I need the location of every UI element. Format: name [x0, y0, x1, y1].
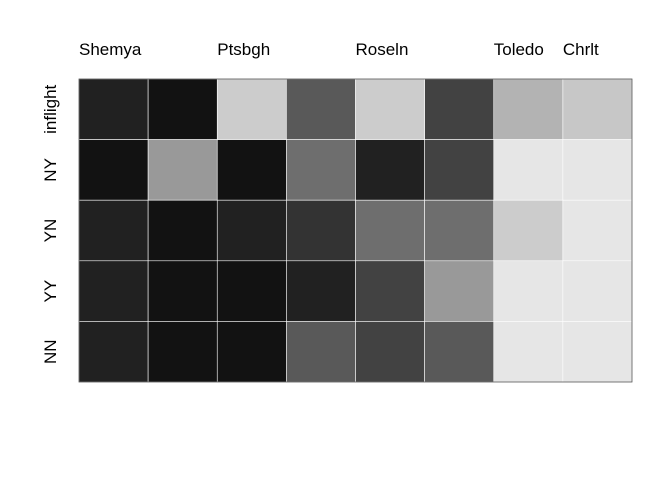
heatmap-cell-r2-c6	[493, 199, 564, 262]
heatmap-cell-r2-c3	[286, 199, 356, 262]
heatmap-cell-r4-c3	[286, 321, 356, 383]
heatmap-cell-r2-c5	[424, 199, 495, 262]
heatmap-cells	[78, 78, 633, 383]
y-tick-label: YN	[41, 219, 60, 243]
heatmap-cell-r4-c4	[355, 321, 425, 383]
x-tick-label: Shemya	[79, 40, 142, 59]
y-tick-label: YY	[41, 280, 60, 303]
heatmap-cell-r3-c1	[147, 260, 218, 322]
heatmap-cell-r0-c2	[216, 78, 287, 140]
heatmap-cell-r3-c3	[286, 260, 356, 322]
heatmap-cell-r1-c1	[147, 139, 218, 201]
heatmap-cell-r1-c0	[78, 139, 149, 201]
heatmap-cell-r1-c7	[562, 139, 633, 201]
heatmap-cell-r2-c4	[355, 199, 425, 262]
heatmap-cell-r0-c3	[286, 78, 356, 140]
heatmap-cell-r0-c0	[78, 78, 149, 140]
x-axis-labels: Shemya Ptsbgh Roseln Toledo Chrlt	[79, 40, 599, 59]
heatmap-cell-r4-c1	[147, 321, 218, 383]
heatmap-cell-r1-c3	[286, 139, 356, 201]
y-axis-labels: inflight NY YN YY NN	[41, 84, 60, 364]
heatmap-cell-r0-c7	[562, 78, 633, 140]
y-tick-label: NY	[41, 158, 60, 182]
heatmap-cell-r4-c7	[562, 321, 633, 383]
x-tick-label: Ptsbgh	[217, 40, 270, 59]
x-tick-label: Roseln	[356, 40, 409, 59]
heatmap-cell-r2-c7	[562, 199, 633, 262]
heatmap-cell-r0-c5	[424, 78, 495, 140]
y-tick-label: NN	[41, 339, 60, 364]
heatmap-cell-r0-c4	[355, 78, 425, 140]
heatmap-cell-r3-c5	[424, 260, 495, 322]
heatmap-cell-r1-c5	[424, 139, 495, 201]
heatmap-cell-r3-c6	[493, 260, 564, 322]
heatmap-cell-r4-c5	[424, 321, 495, 383]
x-tick-label: Chrlt	[563, 40, 599, 59]
heatmap-cell-r4-c0	[78, 321, 149, 383]
heatmap-cell-r0-c1	[147, 78, 218, 140]
heatmap-cell-r3-c2	[216, 260, 287, 322]
x-tick-label: Toledo	[494, 40, 544, 59]
heatmap-cell-r3-c7	[562, 260, 633, 322]
heatmap-cell-r3-c0	[78, 260, 149, 322]
heatmap-cell-r2-c1	[147, 199, 218, 262]
plot-border	[78, 78, 633, 383]
heatmap-cell-r3-c4	[355, 260, 425, 322]
heatmap-cell-r2-c0	[78, 199, 149, 262]
heatmap-cell-r4-c6	[493, 321, 564, 383]
heatmap-cell-r0-c6	[493, 78, 564, 140]
heatmap-cell-r4-c2	[216, 321, 287, 383]
heatmap-cell-r1-c6	[493, 139, 564, 201]
heatmap-cell-r1-c4	[355, 139, 425, 201]
heatmap-cell-r2-c2	[216, 199, 287, 262]
y-tick-label: inflight	[41, 84, 60, 133]
heatmap-cell-r1-c2	[216, 139, 287, 201]
